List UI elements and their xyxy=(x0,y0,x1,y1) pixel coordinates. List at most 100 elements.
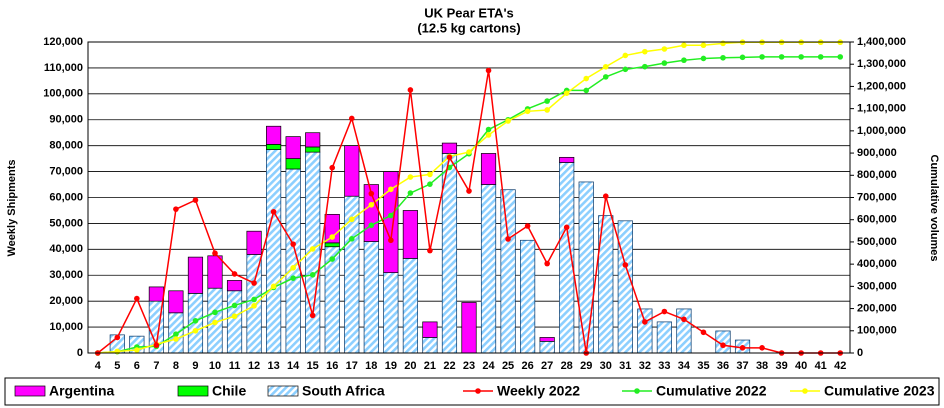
bar xyxy=(480,184,497,354)
line-marker xyxy=(329,164,336,171)
bar xyxy=(305,146,321,153)
legend-label: South Africa xyxy=(302,383,385,399)
x-tick-label: 42 xyxy=(834,360,846,372)
plot-border xyxy=(87,41,851,354)
legend-marker xyxy=(634,388,640,394)
bar xyxy=(383,272,399,354)
line-marker xyxy=(309,246,316,252)
legend-label: Cumulative 2022 xyxy=(656,383,767,399)
y2-tick-label: 900,000 xyxy=(857,147,897,159)
x-tick-label: 28 xyxy=(561,360,573,372)
x-tick-label: 6 xyxy=(134,360,140,372)
x-tick-label: 24 xyxy=(482,360,495,372)
legend-label: Argentina xyxy=(49,383,115,399)
x-tick-label: 29 xyxy=(580,360,592,372)
line-marker xyxy=(134,347,140,353)
line-marker xyxy=(720,40,726,47)
x-tick-label: 21 xyxy=(424,360,436,372)
x-tick-label: 5 xyxy=(114,360,120,372)
bar xyxy=(168,290,184,314)
line-marker xyxy=(388,186,394,193)
y-tick-label: 0 xyxy=(77,347,83,359)
line-marker xyxy=(427,247,433,254)
bar xyxy=(402,258,418,354)
line-marker xyxy=(583,75,590,82)
line-marker xyxy=(837,54,844,60)
bar xyxy=(207,255,223,289)
bar xyxy=(422,321,438,338)
y2-tick-label: 1,000,000 xyxy=(857,125,906,137)
line-marker xyxy=(661,46,668,52)
line-marker xyxy=(348,216,355,223)
line-marker xyxy=(505,236,511,242)
line-marker xyxy=(212,319,218,326)
y-tick-label: 30,000 xyxy=(49,269,83,281)
line-marker xyxy=(446,154,453,161)
line-marker xyxy=(563,90,570,97)
line-marker xyxy=(739,54,746,61)
line-marker xyxy=(368,202,375,208)
x-tick-label: 38 xyxy=(756,360,768,372)
bar xyxy=(461,302,477,354)
y2-tick-label: 1,400,000 xyxy=(857,36,906,48)
line-marker xyxy=(173,331,179,337)
y2-tick-label: 200,000 xyxy=(857,302,897,314)
bar xyxy=(676,308,692,354)
x-tick-label: 17 xyxy=(346,360,358,372)
bar xyxy=(539,340,555,354)
line-marker xyxy=(759,345,765,351)
y2-tick-label: 800,000 xyxy=(857,169,897,181)
line-marker xyxy=(251,280,257,286)
bar xyxy=(246,230,262,255)
legend-label: Chile xyxy=(212,383,246,399)
legend-swatch xyxy=(14,385,46,397)
line-marker xyxy=(817,54,824,60)
line-marker xyxy=(231,313,238,320)
line-marker xyxy=(192,317,199,324)
line-marker xyxy=(798,54,804,60)
chart-title: UK Pear ETA's xyxy=(424,5,514,20)
bar xyxy=(187,256,204,294)
x-tick-label: 35 xyxy=(697,360,709,372)
line-marker xyxy=(290,241,296,247)
line-marker xyxy=(622,262,629,268)
x-tick-label: 26 xyxy=(521,360,533,372)
bar xyxy=(422,337,438,354)
legend-swatch xyxy=(267,385,299,397)
y2-tick-label: 500,000 xyxy=(857,236,897,248)
line-marker xyxy=(602,193,609,200)
line-marker xyxy=(485,126,492,133)
bar xyxy=(285,158,301,170)
line-marker xyxy=(407,87,414,93)
x-tick-label: 20 xyxy=(404,360,416,372)
line-marker xyxy=(251,302,257,309)
bar xyxy=(148,286,164,302)
line-marker xyxy=(251,296,257,303)
x-tick-label: 16 xyxy=(326,360,338,372)
line-marker xyxy=(270,208,277,215)
line-marker xyxy=(368,190,375,197)
line-marker xyxy=(778,54,785,60)
line-marker xyxy=(153,342,160,349)
x-tick-label: 18 xyxy=(365,360,377,372)
legend-marker xyxy=(475,388,481,394)
y2-tick-label: 1,100,000 xyxy=(857,103,906,115)
line-marker xyxy=(309,272,316,278)
line-marker xyxy=(563,224,570,231)
x-tick-label: 36 xyxy=(717,360,729,372)
y-tick-label: 80,000 xyxy=(49,140,83,152)
bar xyxy=(441,142,458,154)
line-marker xyxy=(759,54,765,60)
x-tick-label: 11 xyxy=(229,360,241,372)
line-marker xyxy=(407,190,414,196)
line-marker xyxy=(388,237,394,244)
line-marker xyxy=(720,54,726,61)
line-marker xyxy=(505,118,511,124)
bar xyxy=(520,239,536,354)
legend-marker xyxy=(802,388,808,394)
line-marker xyxy=(348,236,355,242)
bar xyxy=(578,181,594,354)
line-marker xyxy=(348,115,355,122)
